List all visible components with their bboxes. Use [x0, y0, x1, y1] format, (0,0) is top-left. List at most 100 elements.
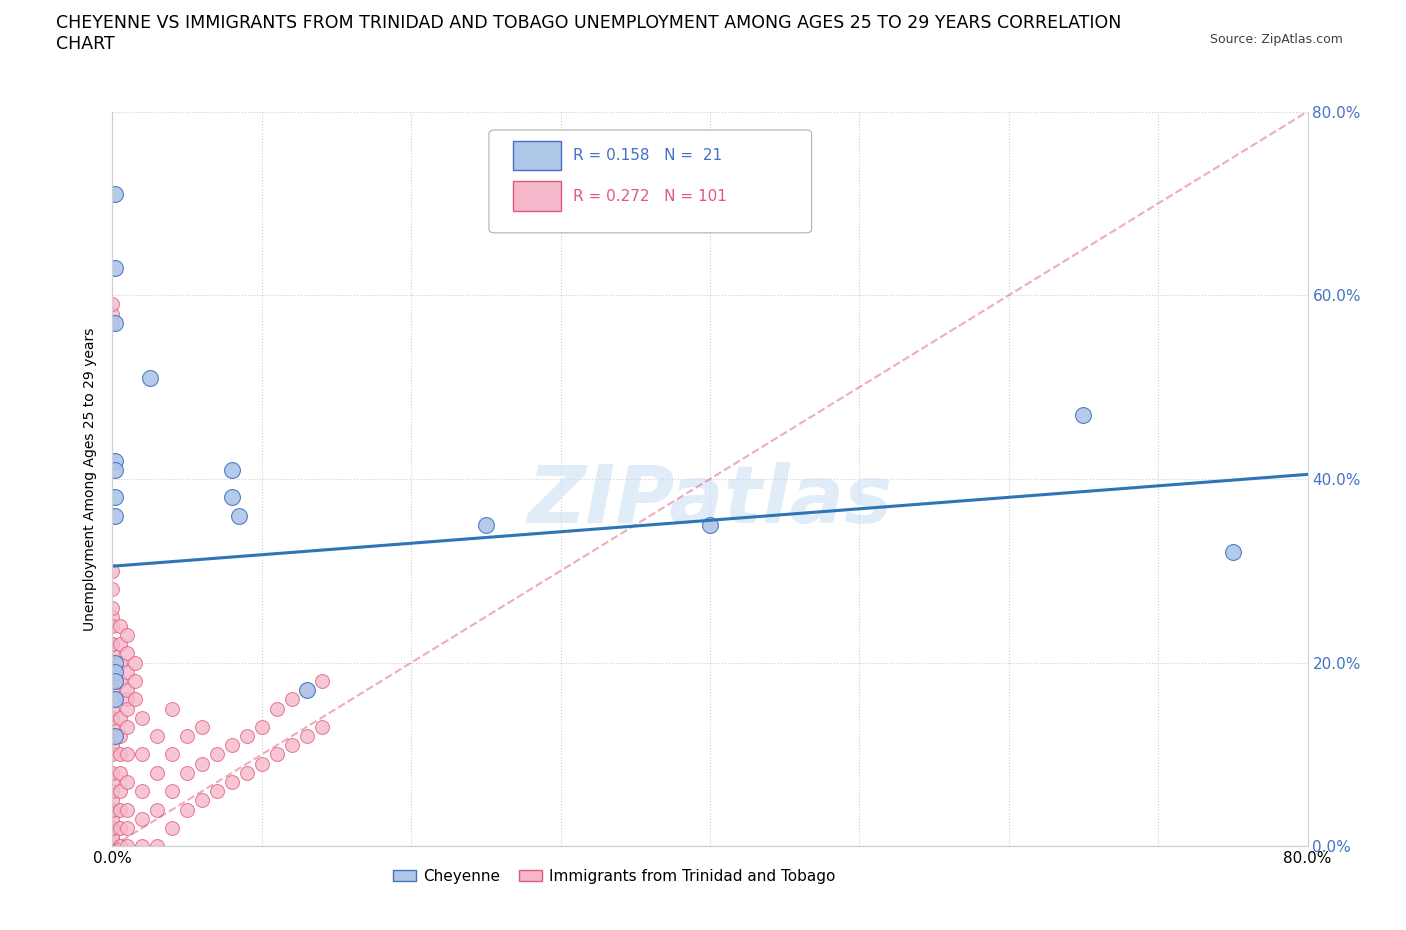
Point: [139, 370, 162, 385]
Point: [104, 490, 127, 505]
Point: [101, 701, 124, 716]
Point: [101, 784, 124, 799]
Point: [101, 820, 124, 835]
Point: [162, 701, 183, 716]
Point: [104, 315, 127, 330]
Point: [101, 315, 124, 330]
Point: [117, 701, 139, 716]
Point: [205, 784, 228, 799]
Point: [108, 802, 131, 817]
Point: [475, 517, 498, 532]
Point: [221, 462, 243, 477]
Point: [221, 490, 243, 505]
Point: [131, 811, 153, 826]
Point: [101, 692, 124, 707]
Point: [101, 637, 124, 652]
Point: [176, 765, 198, 780]
Point: [117, 802, 139, 817]
Point: [108, 673, 131, 688]
Point: [101, 830, 124, 844]
Point: [108, 711, 131, 725]
Point: [101, 609, 124, 624]
Point: [311, 673, 333, 688]
Point: [104, 453, 127, 468]
Point: [295, 683, 318, 698]
Point: [101, 830, 124, 844]
Point: [228, 508, 250, 523]
Point: [131, 839, 153, 854]
Point: [131, 747, 153, 762]
Point: [191, 793, 214, 808]
Text: Source: ZipAtlas.com: Source: ZipAtlas.com: [1209, 33, 1343, 46]
Point: [281, 692, 304, 707]
Point: [101, 802, 124, 817]
Point: [101, 306, 124, 321]
Point: [108, 729, 131, 744]
Text: CHEYENNE VS IMMIGRANTS FROM TRINIDAD AND TOBAGO UNEMPLOYMENT AMONG AGES 25 TO 29: CHEYENNE VS IMMIGRANTS FROM TRINIDAD AND…: [56, 14, 1122, 53]
Point: [101, 775, 124, 790]
FancyBboxPatch shape: [513, 181, 561, 211]
Point: [101, 765, 124, 780]
Point: [108, 784, 131, 799]
Point: [101, 673, 124, 688]
Point: [101, 720, 124, 735]
Point: [101, 811, 124, 826]
Point: [146, 802, 169, 817]
Point: [117, 664, 139, 679]
Point: [1222, 545, 1244, 560]
Point: [236, 765, 259, 780]
Point: [108, 747, 131, 762]
Point: [104, 187, 127, 202]
Point: [104, 260, 127, 275]
Point: [101, 564, 124, 578]
Point: [101, 729, 124, 744]
Point: [191, 720, 214, 735]
Point: [101, 711, 124, 725]
Point: [176, 729, 198, 744]
Point: [117, 628, 139, 643]
FancyBboxPatch shape: [489, 130, 811, 232]
Point: [1073, 407, 1095, 422]
Point: [101, 297, 124, 312]
Point: [699, 517, 721, 532]
Point: [131, 711, 153, 725]
Point: [162, 747, 183, 762]
Point: [101, 664, 124, 679]
Point: [101, 820, 124, 835]
Point: [101, 793, 124, 808]
Point: [108, 618, 131, 633]
Point: [311, 720, 333, 735]
Point: [101, 839, 124, 854]
Point: [108, 820, 131, 835]
Point: [146, 729, 169, 744]
Point: [104, 655, 127, 670]
Point: [101, 839, 124, 854]
Point: [221, 775, 243, 790]
Y-axis label: Unemployment Among Ages 25 to 29 years: Unemployment Among Ages 25 to 29 years: [83, 327, 97, 631]
Point: [104, 673, 127, 688]
Text: R = 0.272   N = 101: R = 0.272 N = 101: [572, 189, 727, 204]
Point: [205, 747, 228, 762]
Point: [108, 655, 131, 670]
Point: [117, 839, 139, 854]
Point: [250, 756, 273, 771]
Point: [117, 747, 139, 762]
Point: [101, 655, 124, 670]
Point: [176, 802, 198, 817]
Point: [146, 839, 169, 854]
Point: [124, 655, 146, 670]
Point: [221, 737, 243, 752]
Point: [281, 737, 304, 752]
Point: [131, 784, 153, 799]
Point: [104, 692, 127, 707]
Point: [117, 646, 139, 661]
Text: ZIPatlas: ZIPatlas: [527, 462, 893, 540]
Point: [295, 729, 318, 744]
Point: [101, 618, 124, 633]
Point: [101, 683, 124, 698]
Point: [101, 655, 124, 670]
Point: [101, 839, 124, 854]
Point: [108, 765, 131, 780]
Text: R = 0.158   N =  21: R = 0.158 N = 21: [572, 148, 721, 163]
Legend: Cheyenne, Immigrants from Trinidad and Tobago: Cheyenne, Immigrants from Trinidad and T…: [387, 863, 842, 890]
